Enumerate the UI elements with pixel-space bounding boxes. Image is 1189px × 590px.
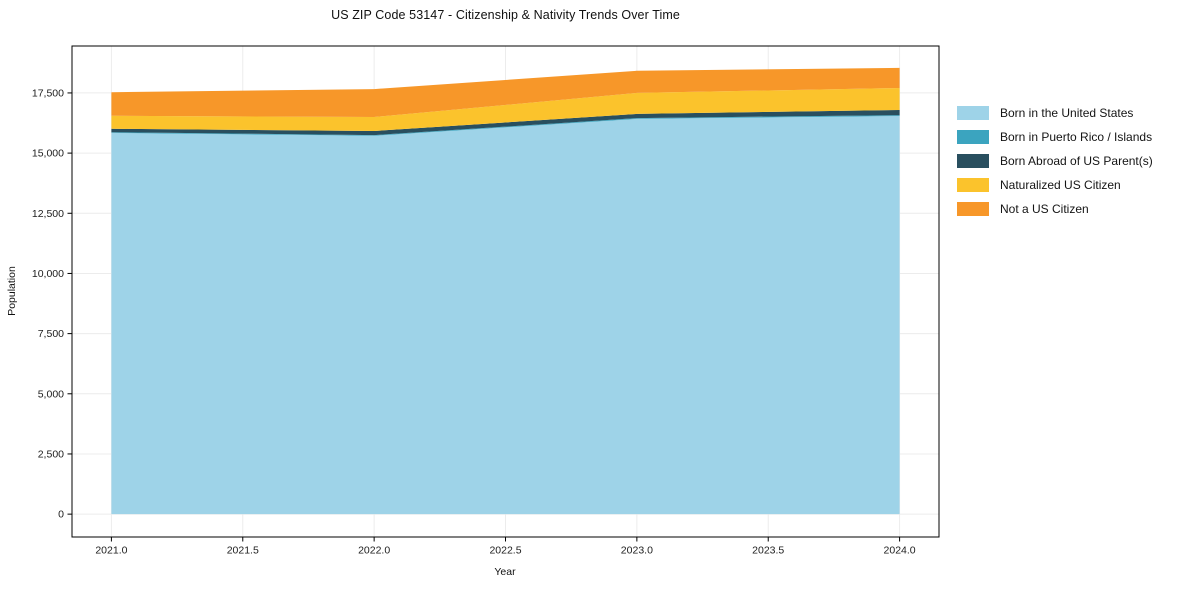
y-tick-label: 17,500 — [32, 88, 64, 100]
y-tick-label: 12,500 — [32, 208, 64, 220]
legend-swatch — [957, 178, 989, 192]
y-tick-label: 10,000 — [32, 268, 64, 280]
y-axis-label: Population — [6, 266, 18, 316]
stacked-areas — [111, 67, 900, 515]
legend-item: Not a US Citizen — [957, 202, 1153, 216]
legend-swatch — [957, 106, 989, 120]
x-tick-label: 2022.0 — [358, 545, 390, 557]
y-tick-label: 0 — [58, 509, 64, 521]
legend-label: Naturalized US Citizen — [1000, 178, 1121, 192]
y-tick-label: 2,500 — [38, 449, 64, 461]
legend-swatch — [957, 154, 989, 168]
y-axis-ticks: 0 2,500 5,000 7,500 10,000 12,500 15,000 17,500 — [32, 88, 72, 521]
x-axis-ticks: 2021.0 2021.5 2022.0 2022.5 2023.0 2023.5 2024… — [95, 537, 916, 557]
x-tick-label: 2023.0 — [621, 545, 653, 557]
chart-title: US ZIP Code 53147 - Citizenship & Nativi… — [331, 8, 680, 22]
area-born-in-puerto-rico-islands — [111, 115, 900, 136]
area-born-abroad-of-us-parent-s — [111, 110, 900, 136]
legend-label: Born in Puerto Rico / Islands — [1000, 130, 1153, 144]
area-not-a-us-citizen — [111, 67, 900, 117]
legend-swatch — [957, 202, 989, 216]
legend-item: Born in the United States — [957, 106, 1153, 120]
x-tick-label: 2022.5 — [489, 545, 521, 557]
y-tick-label: 5,000 — [38, 388, 64, 400]
legend-label: Born in the United States — [1000, 106, 1134, 120]
x-tick-label: 2024.0 — [884, 545, 916, 557]
legend-label: Not a US Citizen — [1000, 202, 1089, 216]
y-tick-label: 7,500 — [38, 328, 64, 340]
x-tick-label: 2023.5 — [752, 545, 784, 557]
area-born-in-the-united-states — [111, 116, 900, 515]
legend-item: Born in Puerto Rico / Islands — [957, 130, 1153, 144]
y-tick-label: 15,000 — [32, 148, 64, 160]
legend-label: Born Abroad of US Parent(s) — [1000, 154, 1153, 168]
x-axis-label: Year — [494, 566, 516, 578]
area-naturalized-us-citizen — [111, 88, 900, 131]
x-tick-label: 2021.5 — [227, 545, 259, 557]
chart-layers: 0 2,500 5,000 7,500 10,000 12,500 15,000 17,500… — [32, 45, 940, 557]
legend-swatch — [957, 130, 989, 144]
legend-item: Born Abroad of US Parent(s) — [957, 154, 1153, 168]
x-tick-label: 2021.0 — [95, 545, 127, 557]
legend: Born in the United States Born in Puerto … — [957, 106, 1153, 226]
legend-item: Naturalized US Citizen — [957, 178, 1153, 192]
